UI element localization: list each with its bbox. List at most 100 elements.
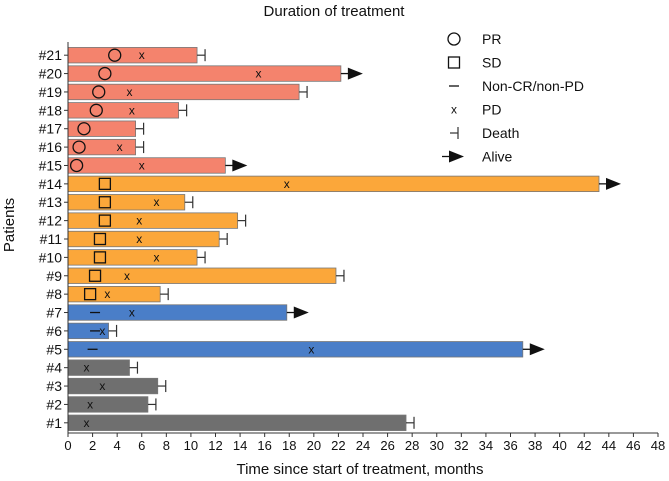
legend-label: PR — [482, 31, 501, 47]
x-tick-label: 10 — [184, 438, 198, 453]
death-marker — [335, 269, 345, 282]
patient-label: #1 — [46, 415, 62, 431]
arrow-head — [347, 67, 363, 80]
legend-alive-symbol — [442, 150, 464, 163]
x-tick-label: 42 — [577, 438, 591, 453]
bars-layer — [67, 47, 600, 431]
arrow-head — [293, 306, 309, 319]
patient-label: #2 — [46, 396, 62, 412]
pd-marker: x — [139, 158, 145, 172]
death-marker — [299, 85, 308, 98]
bar-patient-13 — [67, 194, 186, 211]
x-tick-label: 48 — [651, 438, 665, 453]
pr-marker — [77, 122, 91, 136]
legend-sd-symbol — [447, 56, 461, 69]
death-marker — [197, 251, 206, 264]
death-marker — [219, 233, 228, 245]
pd-marker: x — [136, 214, 142, 228]
x-tick-label: 32 — [454, 438, 468, 453]
pd-marker: x — [99, 379, 105, 393]
bar-patient-20 — [67, 65, 342, 82]
bar-patient-7 — [67, 304, 288, 321]
pr-marker — [108, 48, 122, 62]
bar-patient-9 — [67, 267, 337, 284]
legend-label: SD — [482, 55, 501, 71]
axes-layer: #21#20#19#18#17#16#15#14#13#12#11#10#9#8… — [39, 42, 665, 453]
bar-patient-4 — [67, 359, 130, 376]
x-tick-label: 24 — [356, 438, 370, 453]
patient-label: #10 — [39, 249, 63, 265]
alive-marker — [522, 343, 545, 356]
death-marker — [157, 380, 167, 393]
pd-marker: x — [83, 361, 89, 375]
patient-label: #9 — [46, 268, 62, 284]
death-marker — [237, 214, 247, 227]
bar-patient-11 — [67, 230, 220, 248]
x-tick-label: 8 — [163, 438, 170, 453]
x-tick-label: 38 — [528, 438, 542, 453]
pd-marker: x — [129, 103, 135, 117]
patient-label: #14 — [39, 176, 63, 192]
patient-label: #6 — [46, 323, 62, 339]
pr-marker — [69, 158, 84, 173]
patient-label: #13 — [39, 194, 63, 210]
x-tick-label: 46 — [626, 438, 640, 453]
x-tick-label: 12 — [208, 438, 222, 453]
pd-marker: x — [129, 306, 135, 320]
sd-marker — [83, 287, 97, 301]
patient-label: #3 — [46, 378, 62, 394]
sd-marker — [93, 232, 107, 246]
sd-marker — [88, 269, 102, 282]
death-marker — [178, 104, 188, 117]
death-marker — [135, 141, 145, 154]
legend-pd-symbol: x — [451, 103, 457, 117]
x-tick-label: 2 — [89, 438, 96, 453]
alive-marker — [599, 177, 621, 190]
legend-label: Alive — [482, 149, 513, 165]
death-marker — [135, 122, 145, 135]
death-marker — [147, 398, 157, 411]
x-tick-label: 14 — [233, 438, 247, 453]
death-marker — [160, 288, 169, 301]
x-axis-label: Time since start of treatment, months — [236, 461, 483, 478]
alive-marker — [286, 306, 309, 319]
patient-label: #15 — [39, 157, 63, 173]
patient-label: #7 — [46, 305, 62, 321]
x-tick-label: 22 — [331, 438, 345, 453]
arrow-head — [449, 150, 464, 163]
bar-patient-14 — [67, 175, 600, 193]
arrow-head — [606, 177, 621, 190]
pd-marker: x — [117, 140, 123, 154]
x-tick-label: 4 — [114, 438, 121, 453]
legend-label: Death — [482, 125, 519, 141]
alive-marker — [225, 159, 248, 172]
x-tick-label: 0 — [64, 438, 71, 453]
bar-patient-15 — [67, 157, 226, 174]
patient-label: #8 — [46, 286, 62, 302]
bar-patient-5 — [67, 341, 524, 358]
x-tick-label: 18 — [282, 438, 296, 453]
death-marker — [129, 361, 139, 374]
patient-label: #18 — [39, 102, 63, 118]
pd-marker: x — [124, 269, 130, 283]
alive-marker — [340, 67, 363, 80]
legend-label: PD — [482, 102, 501, 118]
x-tick-label: 36 — [503, 438, 517, 453]
patient-label: #20 — [39, 66, 63, 82]
sd-marker — [93, 251, 107, 264]
pr-marker — [92, 85, 106, 99]
x-tick-label: 6 — [138, 438, 145, 453]
patient-label: #19 — [39, 84, 63, 100]
x-tick-label: 44 — [602, 438, 616, 453]
arrow-head — [529, 343, 545, 356]
pd-marker: x — [104, 287, 110, 301]
legend-death-symbol — [450, 127, 459, 139]
death-marker — [197, 49, 206, 62]
x-tick-label: 16 — [257, 438, 271, 453]
patient-label: #21 — [39, 47, 63, 63]
patient-label: #17 — [39, 121, 63, 137]
x-tick-label: 34 — [479, 438, 493, 453]
bar-patient-2 — [67, 396, 149, 413]
bar-patient-18 — [67, 102, 180, 119]
